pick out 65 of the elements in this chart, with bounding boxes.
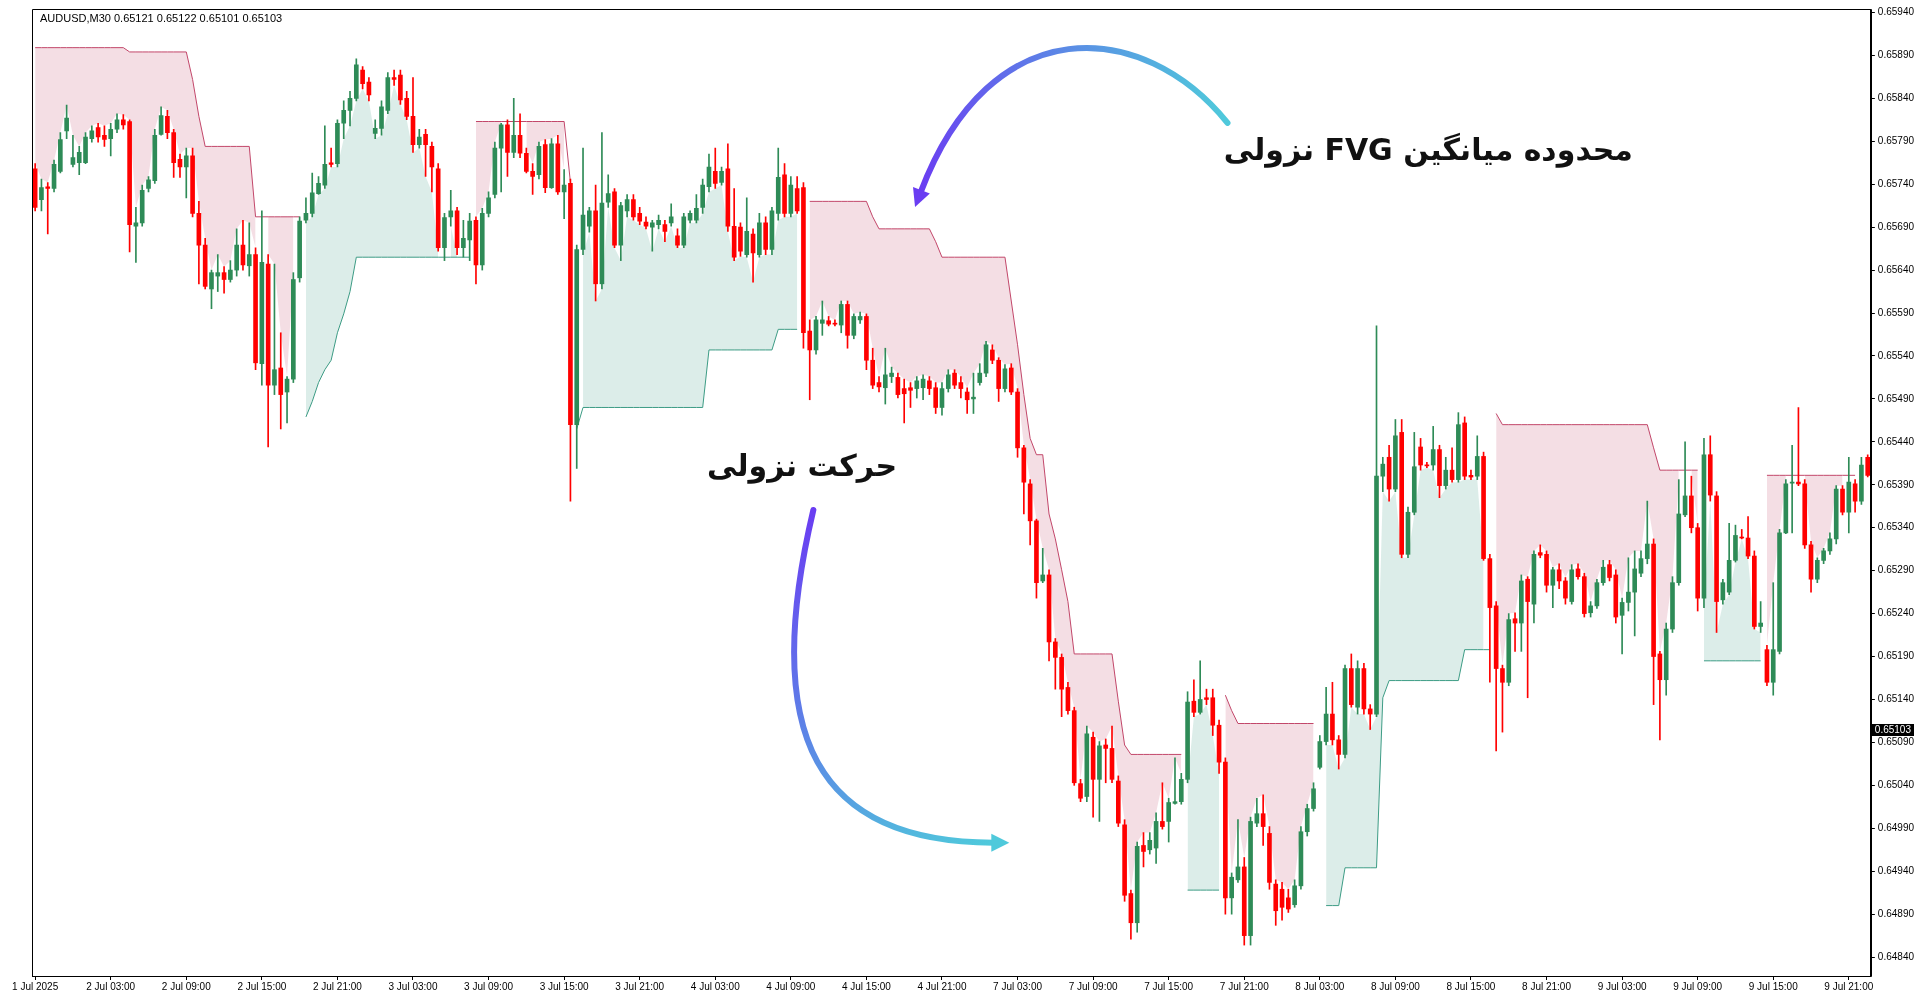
- candlestick: [391, 69, 397, 86]
- candlestick: [1172, 757, 1178, 805]
- candlestick: [1040, 547, 1046, 583]
- annotation: محدوده میانگین FVG نزولی: [1223, 131, 1633, 168]
- y-tick-label: 0.65040: [1877, 779, 1915, 791]
- candlestick: [45, 182, 51, 235]
- y-tick-label: 0.64940: [1877, 864, 1915, 876]
- candlestick: [1197, 660, 1203, 715]
- candlestick: [328, 147, 334, 168]
- candlestick: [183, 147, 189, 199]
- y-tick-label: 0.65240: [1877, 607, 1915, 619]
- candlestick: [1644, 500, 1650, 565]
- x-tick-label: 2 Jul 03:00: [86, 980, 136, 992]
- candlestick: [820, 300, 825, 336]
- candlestick: [1103, 738, 1109, 784]
- y-tick-label: 0.65890: [1877, 49, 1915, 61]
- y-tick-label: 0.65790: [1877, 135, 1915, 146]
- y-tick-label: 0.64890: [1877, 907, 1915, 919]
- annotation: حرکت نزولی: [706, 448, 898, 485]
- x-tick-label: 4 Jul 03:00: [690, 980, 741, 992]
- chart-title: AUDUSD,M30 0.65121 0.65122 0.65101 0.65103: [40, 12, 283, 25]
- x-tick-label: 8 Jul 21:00: [1522, 980, 1572, 992]
- x-tick-label: 3 Jul 15:00: [539, 980, 590, 992]
- y-tick-label: 0.65590: [1877, 306, 1915, 318]
- y-tick-label: 0.64990: [1877, 822, 1915, 834]
- candlestick: [448, 189, 454, 227]
- x-tick-label: 7 Jul 15:00: [1144, 980, 1194, 992]
- y-tick-label: 0.65540: [1877, 349, 1915, 361]
- x-tick-label: 4 Jul 21:00: [917, 980, 967, 992]
- y-tick-label: 0.65140: [1877, 693, 1915, 705]
- candlestick: [1367, 704, 1373, 730]
- y-tick-label: 0.65440: [1877, 435, 1915, 447]
- x-tick-label: 3 Jul 21:00: [615, 980, 665, 992]
- y-tick-label: 0.65090: [1877, 736, 1915, 748]
- x-tick-label: 4 Jul 15:00: [841, 980, 892, 992]
- x-tick-label: 2 Jul 09:00: [161, 980, 212, 992]
- y-tick-label: 0.65640: [1877, 263, 1915, 275]
- y-tick-label: 0.65740: [1877, 177, 1915, 189]
- x-tick-label: 9 Jul 15:00: [1748, 980, 1799, 992]
- x-tick-label: 8 Jul 15:00: [1446, 980, 1496, 992]
- x-tick-label: 3 Jul 09:00: [464, 980, 514, 992]
- y-tick-label: 0.65390: [1877, 478, 1915, 490]
- x-tick-label: 4 Jul 09:00: [766, 980, 816, 992]
- y-tick-label: 0.65940: [1877, 6, 1915, 18]
- x-tick-label: 2 Jul 15:00: [237, 980, 287, 992]
- y-tick-label: 0.65690: [1877, 220, 1915, 232]
- x-tick-label: 9 Jul 09:00: [1673, 980, 1723, 992]
- x-tick-label: 3 Jul 03:00: [388, 980, 438, 992]
- x-tick-label: 8 Jul 03:00: [1295, 980, 1345, 992]
- x-tick-label: 9 Jul 03:00: [1597, 980, 1647, 992]
- y-tick-label: 0.65190: [1877, 650, 1915, 662]
- y-tick-label: 0.65490: [1877, 392, 1915, 404]
- candlestick: [246, 222, 252, 277]
- y-tick-label: 0.65840: [1877, 92, 1915, 104]
- x-tick-label: 8 Jul 09:00: [1370, 980, 1421, 992]
- x-tick-label: 7 Jul 09:00: [1068, 980, 1119, 992]
- x-tick-label: 7 Jul 03:00: [993, 980, 1043, 992]
- text: 0.65103: [1871, 723, 1914, 736]
- x-tick-label: 1 Jul 2025: [12, 980, 59, 992]
- x-tick-label: 2 Jul 21:00: [312, 980, 363, 992]
- y-tick-label: 0.64840: [1877, 950, 1915, 962]
- x-tick-label: 7 Jul 21:00: [1219, 980, 1270, 992]
- y-tick-label: 0.65290: [1877, 564, 1915, 576]
- x-tick-label: 9 Jul 21:00: [1824, 980, 1874, 992]
- y-tick-label: 0.65340: [1877, 521, 1915, 533]
